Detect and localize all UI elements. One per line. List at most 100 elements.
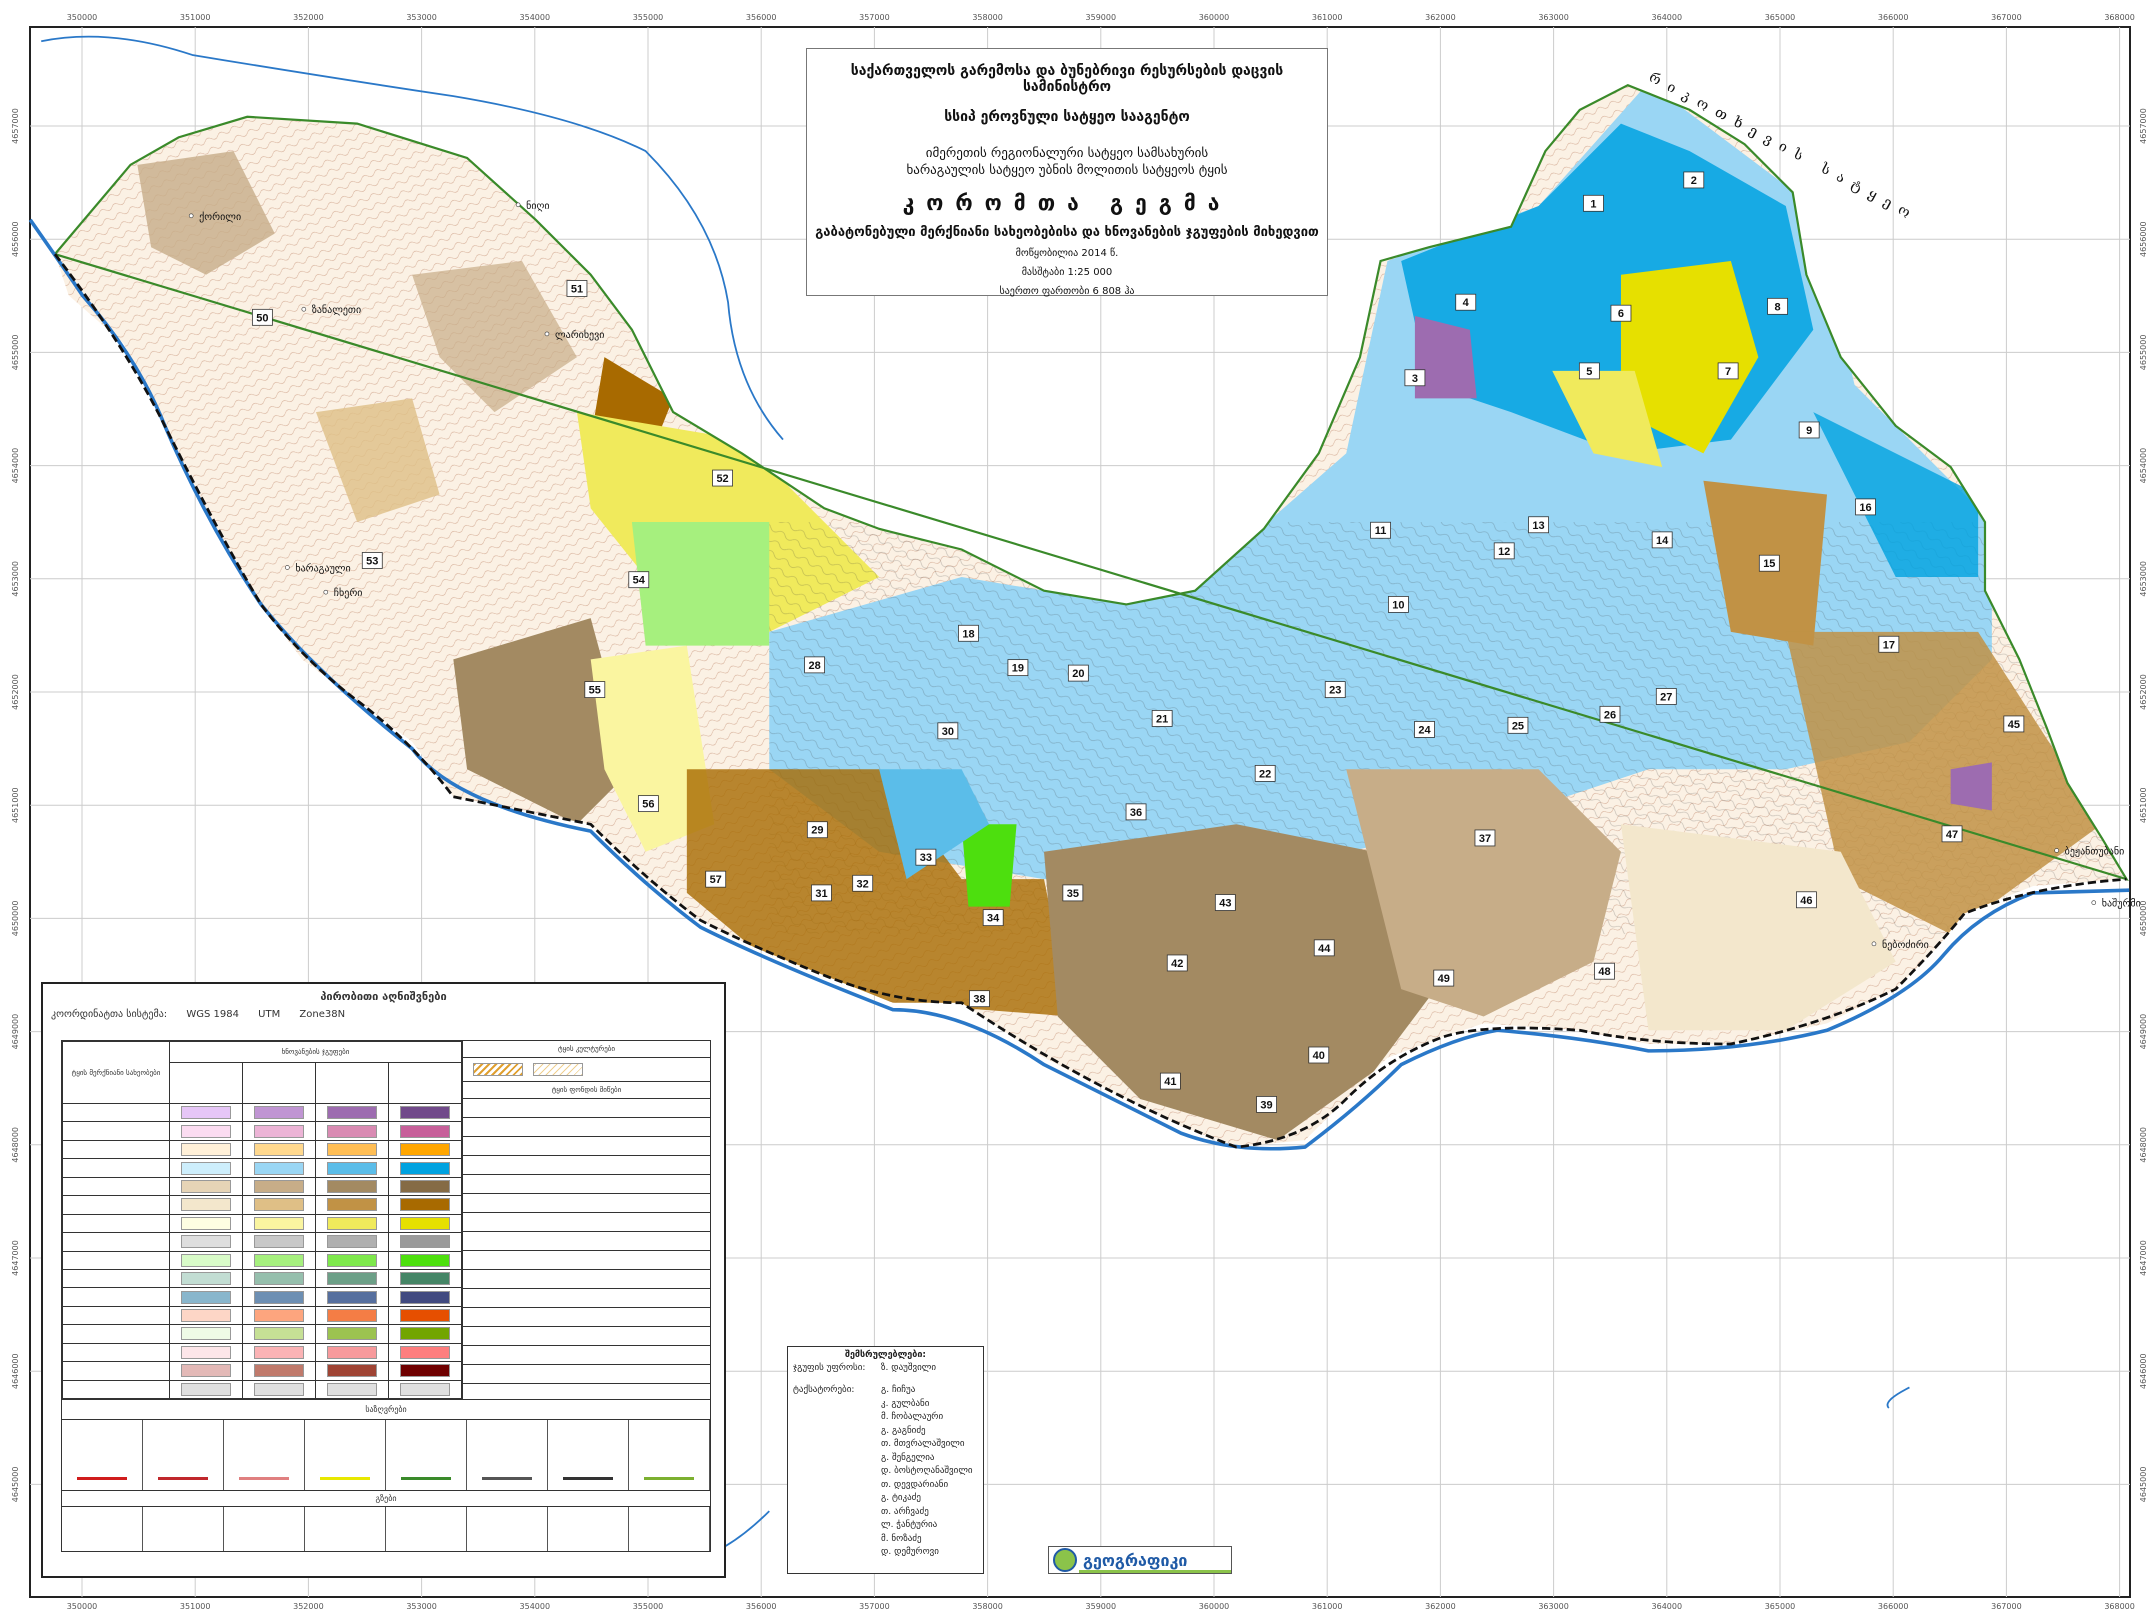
stand-beech xyxy=(1346,769,1621,1017)
compartment-label: 57 xyxy=(705,870,727,888)
y-tick-right: 4655000 xyxy=(2139,335,2148,371)
color-swatch xyxy=(400,1179,450,1193)
svg-text:22: 22 xyxy=(1259,768,1271,780)
color-swatch xyxy=(254,1179,304,1193)
svg-text:25: 25 xyxy=(1512,720,1524,732)
y-tick-left: 4654000 xyxy=(11,448,20,484)
credits-title: შემსრულებლები: xyxy=(844,1350,927,1360)
compartment-label: 18 xyxy=(958,624,979,642)
settlement-marker xyxy=(285,565,290,570)
compartment-label: 17 xyxy=(1878,635,1900,653)
taxator-name: დ. დემუროვი xyxy=(881,1547,939,1557)
railway xyxy=(53,253,2127,1149)
compartment-label: 16 xyxy=(1855,498,1876,516)
svg-text:7: 7 xyxy=(1725,366,1731,378)
color-swatch xyxy=(400,1272,450,1286)
x-tick-top: 362000 xyxy=(1425,13,1456,22)
map-legend: პირობითი აღნიშვნები კოორდინატთა სისტემა:… xyxy=(41,982,726,1578)
taxators-label: ტაქსატორები: xyxy=(793,1385,855,1395)
legend-species-row xyxy=(62,1102,462,1123)
crs-zone: Zone38N xyxy=(299,1009,346,1020)
y-tick-right: 4647000 xyxy=(2139,1240,2148,1276)
color-swatch xyxy=(327,1179,377,1193)
y-tick-left: 4649000 xyxy=(11,1014,20,1050)
boundary-line-symbol xyxy=(239,1477,289,1480)
compartment-label: 6 xyxy=(1610,304,1632,322)
ministry-name: საქართველოს გარემოსა და ბუნებრივი რესურს… xyxy=(850,63,1284,95)
legend-species-row xyxy=(62,1121,462,1141)
x-tick-top: 366000 xyxy=(1878,13,1909,22)
river xyxy=(41,35,784,441)
svg-text:43: 43 xyxy=(1219,898,1231,910)
taxator-name: მ. ნოზაძე xyxy=(881,1533,922,1544)
y-tick-right: 4652000 xyxy=(2139,674,2148,710)
river-southern xyxy=(28,218,2130,1151)
y-tick-left: 4645000 xyxy=(11,1467,20,1503)
svg-text:8: 8 xyxy=(1775,301,1781,313)
color-swatch xyxy=(327,1198,377,1212)
svg-text:20: 20 xyxy=(1072,668,1084,680)
svg-text:28: 28 xyxy=(808,660,820,672)
place-name: ჩხერი xyxy=(334,587,363,599)
color-swatch xyxy=(327,1309,377,1323)
color-swatch xyxy=(181,1198,231,1212)
x-tick-top: 367000 xyxy=(1991,13,2022,22)
taxator-name: მ. ჩობალაური xyxy=(881,1412,944,1422)
color-swatch xyxy=(181,1309,231,1323)
taxator-name: თ. მთვრალაშვილი xyxy=(881,1439,965,1449)
stand-oak xyxy=(1414,315,1477,399)
svg-text:29: 29 xyxy=(811,825,823,837)
compartment-label: 2 xyxy=(1683,171,1705,189)
y-tick-right: 4656000 xyxy=(2139,221,2148,257)
color-swatch xyxy=(181,1290,231,1304)
color-swatch xyxy=(254,1143,304,1157)
compiled-year: მოწყობილია 2014 წ. xyxy=(1015,248,1119,259)
legend-species-row xyxy=(62,1379,462,1400)
x-tick-top: 358000 xyxy=(972,13,1003,22)
svg-text:46: 46 xyxy=(1800,895,1812,907)
color-swatch xyxy=(254,1345,304,1359)
y-tick-left: 4651000 xyxy=(11,787,20,823)
y-tick-left: 4656000 xyxy=(11,221,20,257)
color-swatch xyxy=(400,1235,450,1249)
compartment-label: 43 xyxy=(1214,894,1236,911)
legend-species-row xyxy=(62,1342,462,1363)
svg-text:30: 30 xyxy=(942,726,954,738)
svg-text:57: 57 xyxy=(710,874,722,886)
color-swatch xyxy=(327,1382,377,1396)
color-swatch xyxy=(400,1216,450,1230)
y-tick-right: 4657000 xyxy=(2139,108,2148,144)
svg-text:54: 54 xyxy=(633,575,646,587)
coordinate-system: კოორდინატთა სისტემა: WGS 1984 UTM Zone38… xyxy=(51,1009,724,1020)
color-swatch xyxy=(400,1161,450,1175)
compartment-label: 46 xyxy=(1796,891,1817,909)
svg-text:37: 37 xyxy=(1479,833,1491,845)
x-tick-bottom: 357000 xyxy=(859,1602,890,1611)
place-name: ნიღი xyxy=(526,200,549,212)
x-tick-bottom: 365000 xyxy=(1765,1602,1796,1611)
svg-text:53: 53 xyxy=(366,555,378,567)
compartment-label: 23 xyxy=(1324,681,1346,698)
settlement-marker xyxy=(2054,848,2059,853)
y-tick-right: 4648000 xyxy=(2139,1127,2148,1163)
color-swatch xyxy=(254,1382,304,1396)
x-tick-top: 350000 xyxy=(67,13,98,22)
taxator-name: თ. არჩვაძე xyxy=(881,1506,929,1517)
boundary-line-symbol xyxy=(563,1477,613,1480)
boundary-line-symbol xyxy=(644,1477,694,1480)
svg-text:16: 16 xyxy=(1859,502,1871,514)
svg-text:41: 41 xyxy=(1164,1076,1176,1088)
svg-text:27: 27 xyxy=(1660,691,1672,703)
x-tick-bottom: 366000 xyxy=(1878,1602,1909,1611)
compartment-label: 36 xyxy=(1125,803,1147,821)
svg-text:39: 39 xyxy=(1260,1099,1272,1111)
color-swatch xyxy=(181,1106,231,1120)
boundary-line-symbol xyxy=(158,1477,208,1480)
svg-text:19: 19 xyxy=(1012,663,1024,675)
color-swatch xyxy=(181,1345,231,1359)
stand-beech xyxy=(686,769,1072,1017)
stand-beech xyxy=(1620,824,1896,1031)
compartment-label: 50 xyxy=(251,308,273,326)
svg-text:6: 6 xyxy=(1618,308,1624,320)
